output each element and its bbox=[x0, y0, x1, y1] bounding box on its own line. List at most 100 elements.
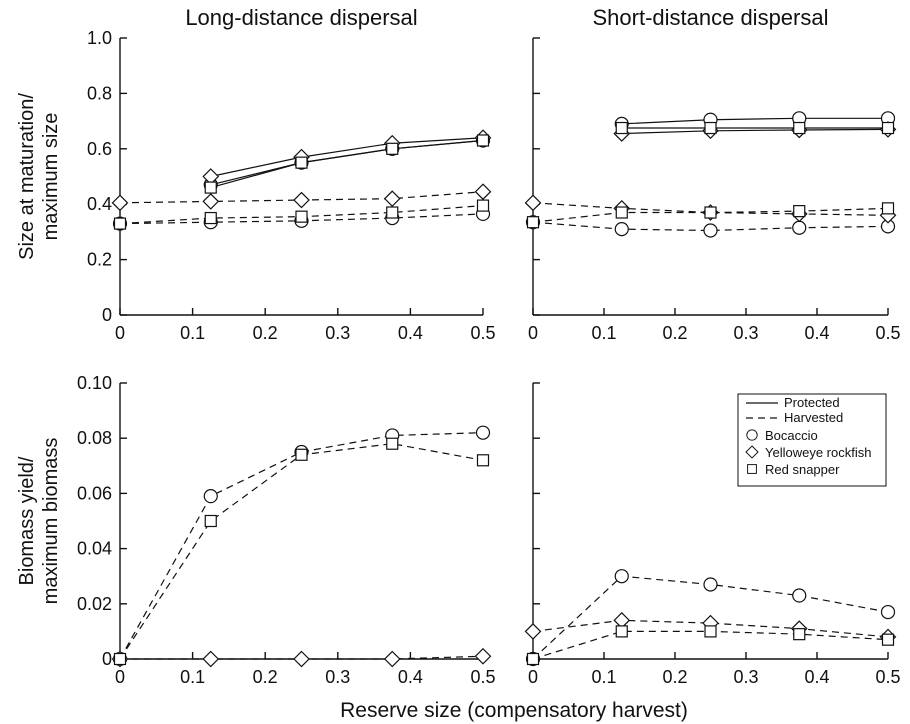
data-point-square bbox=[386, 437, 399, 450]
data-point-diamond bbox=[202, 650, 220, 668]
data-point-square bbox=[295, 210, 308, 223]
x-tick-label: 0.2 bbox=[253, 323, 278, 343]
series-harvested-red-snapper bbox=[526, 625, 895, 666]
series-harvested-yelloweye-rockfish bbox=[111, 647, 492, 668]
legend-label: Yelloweye rockfish bbox=[765, 445, 871, 460]
y-axis-label: Size at maturation/maximum size bbox=[16, 93, 62, 260]
data-point-square bbox=[476, 199, 490, 212]
data-point-square bbox=[881, 633, 895, 646]
legend-label: Red snapper bbox=[765, 462, 840, 477]
series-protected-red-snapper bbox=[204, 134, 490, 194]
y-tick-label: 0.10 bbox=[77, 373, 112, 393]
data-point-circle bbox=[475, 425, 491, 440]
x-tick-label: 0 bbox=[115, 667, 125, 687]
panel-bottom-right: 0 0.1 0.2 0.3 0.4 0.5 bbox=[524, 382, 901, 687]
x-tick-label: 0.1 bbox=[591, 667, 616, 687]
legend-marker-diamond bbox=[745, 445, 759, 459]
data-point-circle bbox=[203, 489, 218, 504]
panel-top-left: 0 0.2 0.4 0.6 0.8 1.0 0 0.1 0.2 0.3 0.4 0.5 Long-dis… bbox=[16, 5, 496, 343]
series-line bbox=[621, 128, 889, 135]
data-point-diamond bbox=[474, 183, 492, 201]
data-point-square bbox=[526, 216, 540, 229]
x-tick-label: 0.5 bbox=[470, 323, 495, 343]
y-tick-label: 0.08 bbox=[77, 428, 112, 448]
x-tick-label: 0.1 bbox=[591, 323, 616, 343]
legend-marker-square bbox=[747, 464, 757, 474]
data-point-circle bbox=[703, 223, 718, 238]
data-point-square bbox=[615, 121, 628, 135]
panel-bottom-left: 0 0.02 0.04 0.06 0.08 0.10 0 0.1 0.2 0.3 0.4 0.5 Bio… bbox=[16, 373, 496, 687]
y-tick-label: 0.4 bbox=[87, 194, 112, 214]
data-point-square bbox=[204, 514, 217, 528]
data-point-square bbox=[476, 454, 490, 467]
x-tick-label: 0.3 bbox=[325, 667, 350, 687]
data-point-diamond bbox=[111, 194, 129, 212]
y-tick-label: 0.8 bbox=[87, 83, 112, 103]
series-harvested-bocaccio bbox=[112, 425, 491, 667]
series-line bbox=[119, 432, 484, 660]
x-axis-label: Reserve size (compensatory harvest) bbox=[340, 699, 688, 722]
data-point-square bbox=[704, 625, 717, 638]
data-point-square bbox=[204, 211, 217, 225]
legend-label: Harvested bbox=[784, 410, 843, 425]
data-point-circle bbox=[703, 577, 718, 592]
series-harvested-yelloweye-rockfish bbox=[111, 183, 492, 212]
y-tick-label: 0.2 bbox=[87, 250, 112, 270]
y-tick-label: 0 bbox=[102, 649, 112, 669]
data-point-square bbox=[295, 448, 308, 461]
data-point-circle bbox=[792, 588, 807, 603]
x-tick-label: 0 bbox=[528, 323, 538, 343]
data-point-square bbox=[615, 625, 628, 638]
x-tick-label: 0.3 bbox=[733, 667, 758, 687]
y-tick-label: 0.6 bbox=[87, 139, 112, 159]
series-protected-yelloweye-rockfish bbox=[613, 121, 897, 142]
data-point-diamond bbox=[202, 193, 220, 210]
data-point-square bbox=[526, 652, 540, 666]
x-tick-label: 0.4 bbox=[804, 667, 829, 687]
data-point-square bbox=[881, 121, 895, 135]
data-point-square bbox=[386, 206, 399, 219]
data-point-diamond bbox=[524, 194, 542, 212]
data-point-square bbox=[793, 121, 806, 135]
data-point-diamond bbox=[383, 190, 401, 208]
x-tick-label: 0.2 bbox=[662, 323, 687, 343]
x-tick-label: 0.3 bbox=[733, 323, 758, 343]
series-line bbox=[621, 117, 888, 125]
x-tick-label: 0 bbox=[528, 667, 538, 687]
series-line bbox=[210, 137, 484, 178]
data-point-diamond bbox=[524, 623, 542, 640]
data-point-square bbox=[704, 206, 717, 219]
data-point-diamond bbox=[474, 647, 492, 665]
series-line bbox=[119, 443, 484, 660]
data-point-square bbox=[704, 121, 717, 135]
panel-title: Long-distance dispersal bbox=[185, 5, 417, 30]
series-line bbox=[210, 139, 484, 189]
x-tick-label: 0.5 bbox=[875, 667, 900, 687]
y-tick-label: 0.06 bbox=[77, 483, 112, 503]
x-tick-label: 0.4 bbox=[398, 667, 423, 687]
y-tick-label: 0.04 bbox=[77, 539, 112, 559]
data-point-square bbox=[793, 205, 806, 218]
data-point-square bbox=[881, 202, 895, 215]
x-tick-label: 0.1 bbox=[180, 323, 205, 343]
legend-marker-circle bbox=[746, 429, 758, 441]
series-harvested-red-snapper bbox=[526, 202, 895, 229]
y-axis-label: Biomass yield/maximum biomass bbox=[16, 438, 62, 605]
series-protected-bocaccio bbox=[203, 133, 491, 192]
x-tick-label: 0.3 bbox=[325, 323, 350, 343]
y-tick-label: 0.02 bbox=[77, 594, 112, 614]
data-point-square bbox=[113, 652, 127, 666]
data-point-square bbox=[295, 156, 308, 169]
x-tick-label: 0 bbox=[115, 323, 125, 343]
data-point-square bbox=[615, 206, 628, 219]
y-tick-label: 1.0 bbox=[87, 28, 112, 48]
series-harvested-red-snapper bbox=[113, 199, 490, 230]
panel-top-right: 0 0.1 0.2 0.3 0.4 0.5 Short-distance dispersal bbox=[524, 5, 901, 343]
series-harvested-red-snapper bbox=[113, 437, 490, 666]
legend-label: Protected bbox=[784, 395, 840, 410]
x-tick-label: 0.5 bbox=[470, 667, 495, 687]
x-tick-label: 0.4 bbox=[398, 323, 423, 343]
data-point-square bbox=[476, 134, 490, 147]
